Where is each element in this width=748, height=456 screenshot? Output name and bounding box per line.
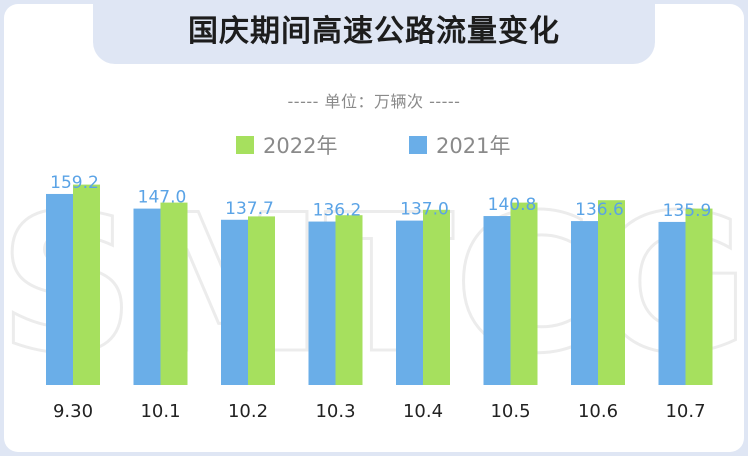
bar-2021-10.3	[308, 221, 336, 385]
category-label-10.5: 10.5	[490, 401, 530, 422]
legend-item-2022: 2022年	[236, 131, 337, 159]
bars-group	[46, 184, 713, 385]
bar-2021-10.6	[571, 221, 598, 385]
category-label-10.3: 10.3	[315, 401, 355, 422]
value-label-10.4: 137.0	[400, 200, 449, 220]
bar-2022-10.6	[598, 200, 625, 385]
bar-2021-10.2	[221, 219, 248, 385]
title-tab	[93, 0, 655, 64]
category-label-10.4: 10.4	[403, 401, 443, 422]
value-label-10.1: 147.0	[138, 188, 187, 208]
watermark: SMTCG	[0, 174, 748, 395]
bar-2021-10.4	[396, 220, 423, 385]
legend-swatch-2022	[236, 136, 254, 154]
value-label-9.30: 159.2	[50, 173, 99, 193]
bar-2022-10.5	[510, 202, 538, 385]
category-label-10.6: 10.6	[578, 401, 618, 422]
legend-label-2021: 2021年	[436, 134, 511, 158]
value-label-10.2: 137.7	[225, 199, 274, 219]
category-label-9.30: 9.30	[53, 401, 93, 422]
category-labels-group: 9.30 10.1 10.2 10.3 10.4 10.5 10.6 10.7	[53, 401, 706, 422]
bar-2022-10.7	[685, 208, 713, 385]
bar-2021-10.5	[483, 216, 511, 385]
category-label-10.2: 10.2	[228, 401, 268, 422]
value-label-10.7: 135.9	[663, 201, 712, 221]
bar-2022-10.3	[335, 215, 363, 385]
legend-label-2022: 2022年	[263, 134, 338, 158]
legend-swatch-2021	[409, 136, 427, 154]
bar-2022-10.1	[160, 202, 188, 385]
bar-2021-10.1	[133, 208, 161, 385]
value-label-10.6: 136.6	[575, 200, 624, 220]
value-label-10.3: 136.2	[313, 201, 362, 221]
unit-label: ----- 单位：万辆次 -----	[287, 92, 461, 111]
chart-title: 国庆期间高速公路流量变化	[188, 14, 560, 49]
category-label-10.7: 10.7	[665, 401, 705, 422]
legend-item-2021: 2021年	[409, 131, 510, 159]
bar-2022-9.30	[73, 184, 100, 385]
value-labels-group: 159.2 147.0 137.7 136.2 137.0 140.8 136.6 135.9	[50, 173, 711, 221]
bar-2022-10.2	[248, 216, 275, 385]
bar-2022-10.4	[423, 209, 450, 385]
value-label-10.5: 140.8	[488, 195, 537, 215]
bar-2021-10.7	[658, 221, 686, 385]
bar-2021-9.30	[46, 193, 73, 385]
category-label-10.1: 10.1	[140, 401, 180, 422]
